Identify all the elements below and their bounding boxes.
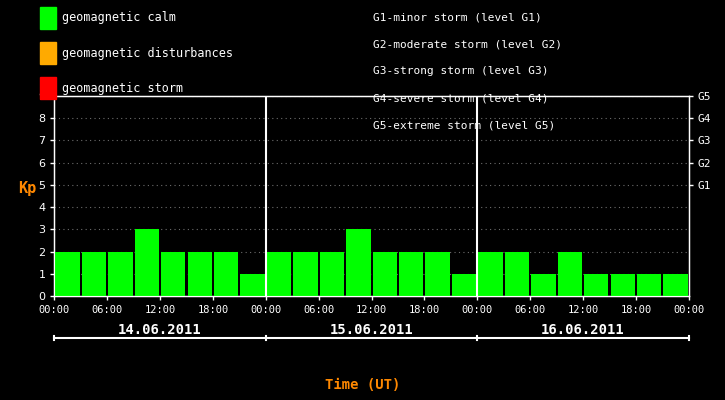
Text: Time (UT): Time (UT) — [325, 378, 400, 392]
Text: geomagnetic storm: geomagnetic storm — [62, 82, 183, 95]
Bar — [637, 274, 661, 296]
Bar — [663, 274, 688, 296]
Text: 14.06.2011: 14.06.2011 — [118, 323, 202, 337]
Bar — [505, 252, 529, 296]
Bar — [346, 229, 370, 296]
Bar — [108, 252, 133, 296]
Bar — [373, 252, 397, 296]
Bar — [531, 274, 555, 296]
Bar — [55, 252, 80, 296]
Text: G4-severe storm (level G4): G4-severe storm (level G4) — [373, 94, 549, 104]
Bar — [161, 252, 186, 296]
Bar — [241, 274, 265, 296]
Bar — [267, 252, 291, 296]
Bar — [294, 252, 318, 296]
Text: G5-extreme storm (level G5): G5-extreme storm (level G5) — [373, 121, 555, 131]
Text: 16.06.2011: 16.06.2011 — [541, 323, 625, 337]
Text: 15.06.2011: 15.06.2011 — [330, 323, 413, 337]
Text: G2-moderate storm (level G2): G2-moderate storm (level G2) — [373, 39, 563, 49]
Bar — [558, 252, 582, 296]
Bar — [214, 252, 239, 296]
Text: G3-strong storm (level G3): G3-strong storm (level G3) — [373, 66, 549, 76]
Text: geomagnetic calm: geomagnetic calm — [62, 12, 175, 24]
Bar — [478, 252, 502, 296]
Bar — [135, 229, 159, 296]
Text: geomagnetic disturbances: geomagnetic disturbances — [62, 47, 233, 60]
Bar — [426, 252, 450, 296]
Bar — [320, 252, 344, 296]
Bar — [610, 274, 635, 296]
Bar — [452, 274, 476, 296]
Bar — [188, 252, 212, 296]
Bar — [399, 252, 423, 296]
Y-axis label: Kp: Kp — [18, 181, 36, 196]
Text: G1-minor storm (level G1): G1-minor storm (level G1) — [373, 12, 542, 22]
Bar — [82, 252, 106, 296]
Bar — [584, 274, 608, 296]
